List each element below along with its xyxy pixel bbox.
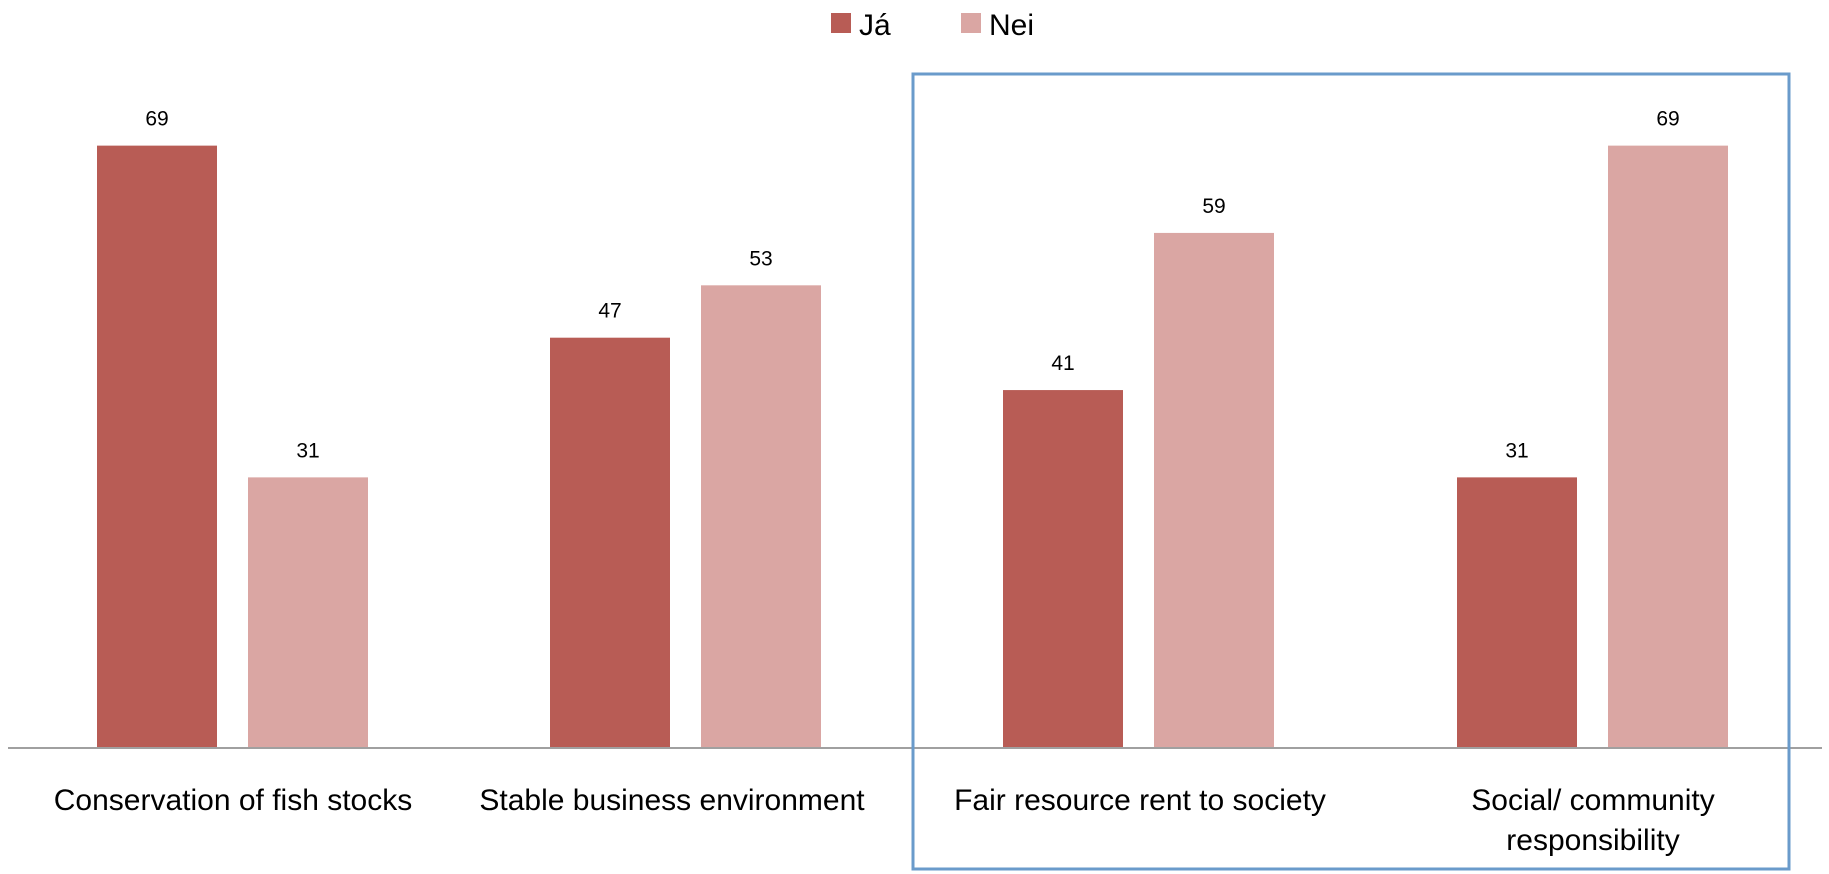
category-label-conservation-of-fish-stocks: Conservation of fish stocks <box>54 784 413 817</box>
category-label-social-community-responsibility: Social/ community responsibility <box>1471 784 1714 857</box>
data-label-conservation-of-fish-stocks-nei: 31 <box>296 439 319 462</box>
bar-stable-business-environment-nei <box>701 285 821 748</box>
category-label-stable-business-environment: Stable business environment <box>479 784 865 817</box>
bar-stable-business-environment-ja <box>550 337 670 748</box>
legend: Já Nei <box>831 9 1034 42</box>
data-label-fair-resource-rent-to-society-ja: 41 <box>1051 352 1074 375</box>
data-label-stable-business-environment-ja: 47 <box>598 300 621 323</box>
data-label-conservation-of-fish-stocks-ja: 69 <box>145 108 168 131</box>
bar-social-community-responsibility-nei <box>1608 145 1728 748</box>
data-label-fair-resource-rent-to-society-nei: 59 <box>1202 195 1225 218</box>
bar-fair-resource-rent-to-society-nei <box>1154 232 1274 748</box>
bar-conservation-of-fish-stocks-nei <box>248 477 368 748</box>
legend-swatch-ja <box>831 13 851 33</box>
category-label-fair-resource-rent-to-society: Fair resource rent to society <box>954 784 1326 817</box>
legend-swatch-nei <box>961 13 981 33</box>
bars-group <box>97 145 1728 748</box>
category-label-line: responsibility <box>1506 824 1679 857</box>
category-labels-group: Conservation of fish stocks Stable busine… <box>54 784 1715 857</box>
data-label-social-community-responsibility-nei: 69 <box>1656 108 1679 131</box>
data-label-stable-business-environment-nei: 53 <box>749 247 772 270</box>
bar-social-community-responsibility-ja <box>1457 477 1577 748</box>
legend-label-ja: Já <box>859 9 891 42</box>
bar-fair-resource-rent-to-society-ja <box>1003 390 1123 748</box>
bar-conservation-of-fish-stocks-ja <box>97 145 217 748</box>
data-label-social-community-responsibility-ja: 31 <box>1505 439 1528 462</box>
highlight-box <box>911 72 1791 871</box>
category-label-line: Social/ community <box>1471 784 1714 817</box>
legend-label-nei: Nei <box>989 9 1034 42</box>
data-labels-group: 69 31 47 53 41 59 31 69 <box>145 108 1679 463</box>
